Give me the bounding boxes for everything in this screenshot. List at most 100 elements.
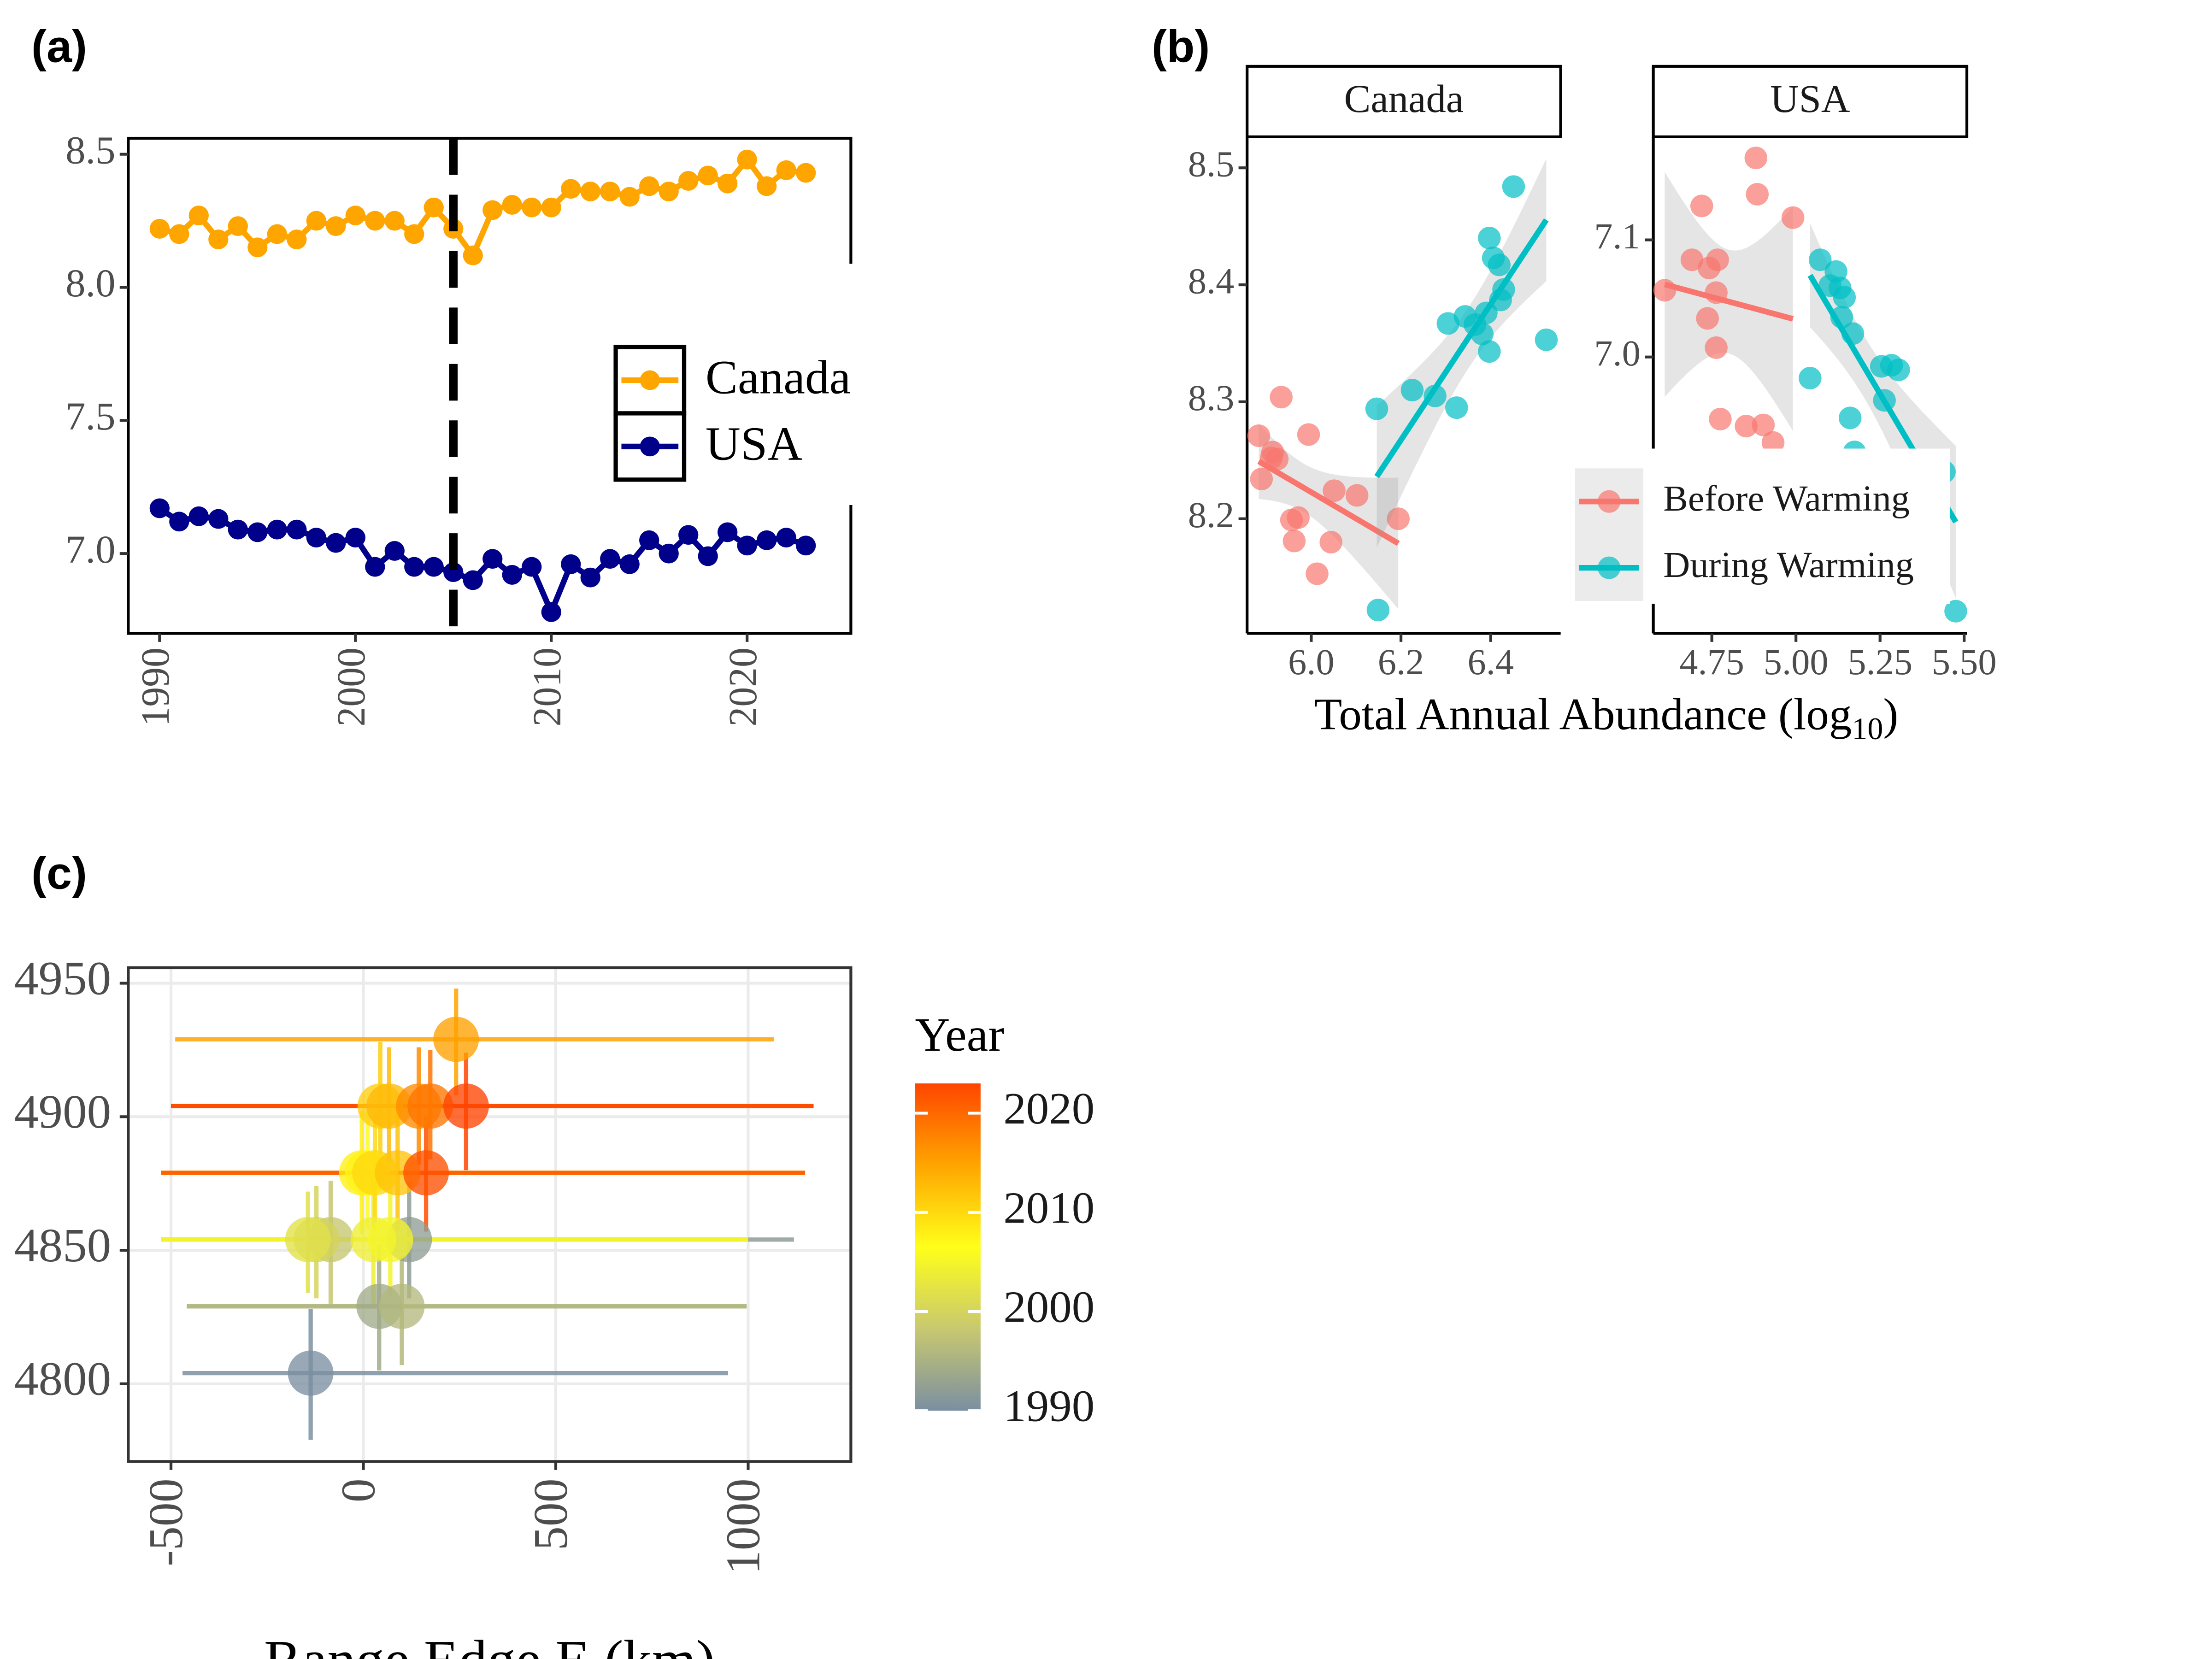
fit-line (1664, 282, 1794, 322)
point (678, 525, 699, 545)
y-tick-label: 7.1 (1594, 216, 1641, 257)
point (306, 211, 326, 231)
point (1833, 286, 1856, 309)
point (463, 245, 483, 265)
point (1830, 306, 1853, 329)
point (1761, 431, 1785, 454)
point (326, 216, 346, 236)
x-axis-title: Range Edge E (km) (264, 1628, 715, 1659)
point (384, 211, 405, 231)
point (149, 218, 170, 239)
point (326, 533, 346, 553)
point (1744, 147, 1768, 170)
point (541, 197, 561, 218)
point (306, 528, 326, 547)
legend-label: Before Warming (1663, 478, 1910, 519)
point (600, 182, 620, 201)
legend-point (1598, 556, 1621, 579)
point (737, 149, 757, 170)
point (580, 182, 600, 201)
point (561, 179, 581, 199)
point (1841, 322, 1865, 345)
y-tick-label: 8.5 (1188, 144, 1235, 185)
point (407, 1083, 453, 1129)
point (443, 1083, 489, 1129)
point (463, 570, 483, 590)
y-tick-label: 8.0 (65, 261, 115, 306)
x-tick-label: 0 (331, 1478, 385, 1502)
point (1387, 507, 1410, 530)
point (1944, 600, 1967, 623)
point (1502, 175, 1525, 198)
x-tick-label: 4.75 (1679, 642, 1744, 683)
point (1250, 467, 1273, 490)
point (345, 206, 365, 225)
colorbar-label: 1990 (1003, 1381, 1094, 1431)
point (1478, 340, 1501, 363)
point (619, 187, 640, 207)
x-tick-label: 500 (524, 1478, 578, 1550)
y-tick-label: 7.0 (65, 527, 115, 571)
point (267, 224, 287, 244)
point (424, 197, 444, 218)
x-tick-label: -500 (139, 1478, 193, 1566)
point (776, 160, 796, 180)
point (285, 1217, 331, 1262)
point (600, 549, 620, 569)
x-tick-label: 2020 (721, 647, 765, 726)
point (659, 543, 679, 564)
point (659, 182, 679, 201)
confidence-band (1259, 424, 1399, 609)
point (287, 519, 307, 540)
y-tick-label: 8.4 (1188, 261, 1235, 302)
point (796, 535, 816, 556)
series-line (159, 155, 806, 261)
point (1345, 484, 1369, 507)
facet-marks (1247, 159, 1558, 622)
point (1306, 562, 1329, 585)
panel-label: (b) (1152, 21, 1210, 71)
point (1535, 328, 1558, 351)
point (757, 530, 777, 550)
point (188, 506, 209, 526)
point (1471, 323, 1494, 346)
x-tick-label: 1990 (133, 647, 177, 726)
x-axis-title: Total Annual Abundance (log10) (1314, 689, 1899, 746)
point (1247, 424, 1271, 447)
point (1297, 423, 1320, 446)
point (718, 173, 738, 194)
point (1705, 336, 1728, 359)
point (287, 229, 307, 249)
y-tick-label: 7.0 (1594, 333, 1641, 374)
point (379, 1283, 425, 1329)
point (1887, 359, 1910, 382)
legend-point (1598, 490, 1621, 513)
point (1365, 397, 1388, 420)
point (796, 163, 816, 183)
point (482, 200, 503, 220)
x-tick-label: 6.2 (1378, 642, 1424, 683)
point (1653, 279, 1677, 302)
point (502, 194, 522, 215)
point (1735, 415, 1758, 438)
point (1706, 248, 1729, 271)
x-axis-title-end: ) (1883, 689, 1898, 739)
point (1282, 529, 1306, 553)
point (404, 224, 424, 244)
y-tick-label: 8.3 (1188, 378, 1235, 419)
point (1690, 194, 1713, 218)
point (365, 557, 385, 577)
point (149, 498, 170, 518)
point (188, 206, 209, 225)
point (619, 554, 640, 574)
point (737, 535, 757, 556)
point (288, 1350, 334, 1396)
point (1492, 278, 1515, 301)
point (1366, 599, 1390, 622)
x-tick-label: 5.00 (1764, 642, 1829, 683)
point (639, 530, 659, 550)
point (228, 519, 248, 540)
point (541, 602, 561, 622)
